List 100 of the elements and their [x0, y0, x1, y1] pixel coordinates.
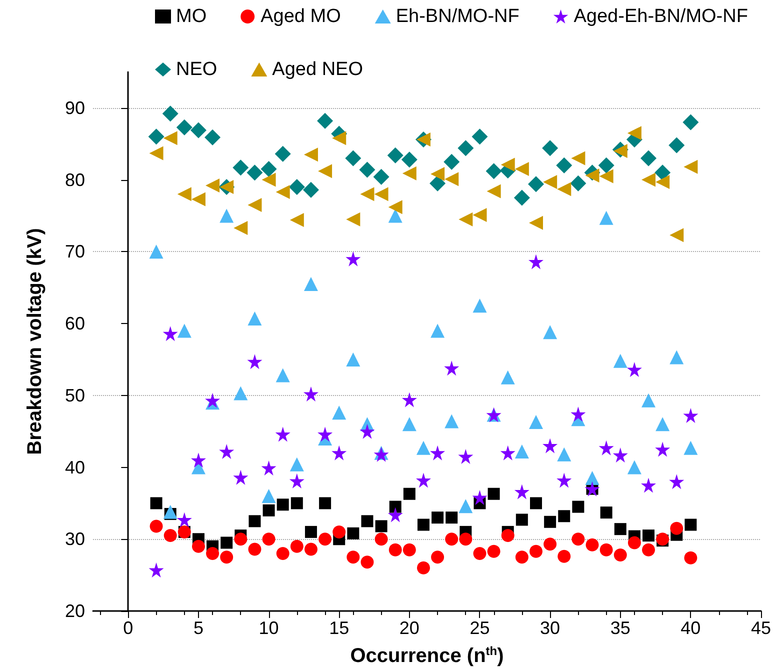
- point: [402, 392, 417, 408]
- point: [640, 478, 656, 493]
- point: [558, 510, 570, 522]
- point: [388, 208, 402, 223]
- point: [556, 157, 572, 174]
- point: [528, 176, 544, 192]
- point: [530, 544, 542, 558]
- point: [163, 131, 178, 146]
- point: [374, 187, 388, 202]
- point: [360, 556, 374, 569]
- x-tick-label: 30: [540, 618, 560, 638]
- x-tick-label: 25: [470, 618, 490, 638]
- point: [501, 529, 514, 542]
- point: [191, 192, 206, 206]
- point: [542, 140, 558, 156]
- point: [149, 244, 164, 259]
- point: [220, 536, 233, 549]
- point: [347, 527, 360, 540]
- x-tick-label: 15: [329, 618, 350, 638]
- point: [290, 457, 304, 472]
- point: [318, 164, 332, 178]
- point: [472, 128, 488, 145]
- point: [444, 172, 459, 186]
- point: [458, 212, 473, 226]
- point: [586, 538, 599, 552]
- point: [303, 386, 318, 402]
- x-tick-label: 5: [193, 618, 204, 638]
- point: [557, 182, 572, 196]
- point: [176, 512, 192, 528]
- point: [670, 350, 684, 364]
- point: [304, 277, 318, 292]
- point: [585, 471, 600, 486]
- point: [514, 162, 529, 176]
- point: [627, 126, 642, 140]
- legend-label: Eh-BN/MO-NF: [396, 6, 520, 27]
- point: [670, 522, 684, 535]
- point: [486, 163, 502, 180]
- y-tick-label: 50: [64, 385, 85, 406]
- point: [445, 532, 458, 546]
- point: [206, 547, 220, 560]
- point: [304, 542, 318, 556]
- legend-label: Aged MO: [260, 6, 341, 27]
- point: [148, 128, 164, 145]
- point: [417, 518, 430, 531]
- point: [401, 152, 418, 168]
- point: [458, 448, 474, 464]
- point: [150, 520, 163, 533]
- point: [626, 362, 642, 378]
- point: [472, 208, 487, 222]
- point: [487, 544, 500, 558]
- point: [302, 182, 319, 198]
- point: [684, 440, 698, 455]
- point: [317, 112, 334, 129]
- point: [614, 523, 626, 536]
- point: [488, 488, 500, 500]
- point: [219, 444, 234, 459]
- point: [262, 172, 276, 187]
- point: [516, 514, 528, 526]
- point: [402, 417, 416, 432]
- point: [248, 198, 262, 212]
- point: [373, 168, 390, 185]
- point: [585, 168, 600, 182]
- point: [458, 140, 474, 156]
- y-tick-label: 60: [64, 314, 85, 334]
- point: [670, 228, 684, 242]
- point: [444, 154, 460, 170]
- point: [190, 452, 206, 468]
- point: [684, 551, 698, 564]
- point: [612, 448, 628, 463]
- point: [360, 187, 374, 202]
- legend-label: Aged-Eh-BN/MO-NF: [574, 6, 748, 27]
- point: [234, 386, 248, 400]
- point: [473, 547, 486, 560]
- point: [220, 550, 234, 564]
- point: [684, 160, 698, 174]
- point: [684, 518, 697, 531]
- point: [247, 354, 262, 370]
- point: [190, 122, 206, 138]
- point: [162, 326, 178, 342]
- y-tick-label: 40: [64, 457, 85, 478]
- y-tick-label: 80: [64, 170, 85, 190]
- point: [248, 542, 262, 556]
- point: [572, 532, 585, 546]
- point: [346, 550, 360, 564]
- x-tick-label: 40: [680, 618, 701, 638]
- point: [374, 532, 388, 546]
- point: [332, 406, 346, 420]
- point: [274, 146, 291, 162]
- point: [150, 497, 162, 510]
- point: [162, 106, 178, 122]
- x-tick-label: 10: [258, 618, 279, 638]
- legend-label: MO: [176, 6, 207, 27]
- point: [627, 460, 642, 474]
- point: [572, 500, 584, 513]
- point: [515, 550, 528, 564]
- point: [682, 114, 699, 130]
- point: [417, 561, 430, 574]
- point: [388, 543, 402, 556]
- point: [276, 185, 290, 200]
- point: [177, 187, 192, 202]
